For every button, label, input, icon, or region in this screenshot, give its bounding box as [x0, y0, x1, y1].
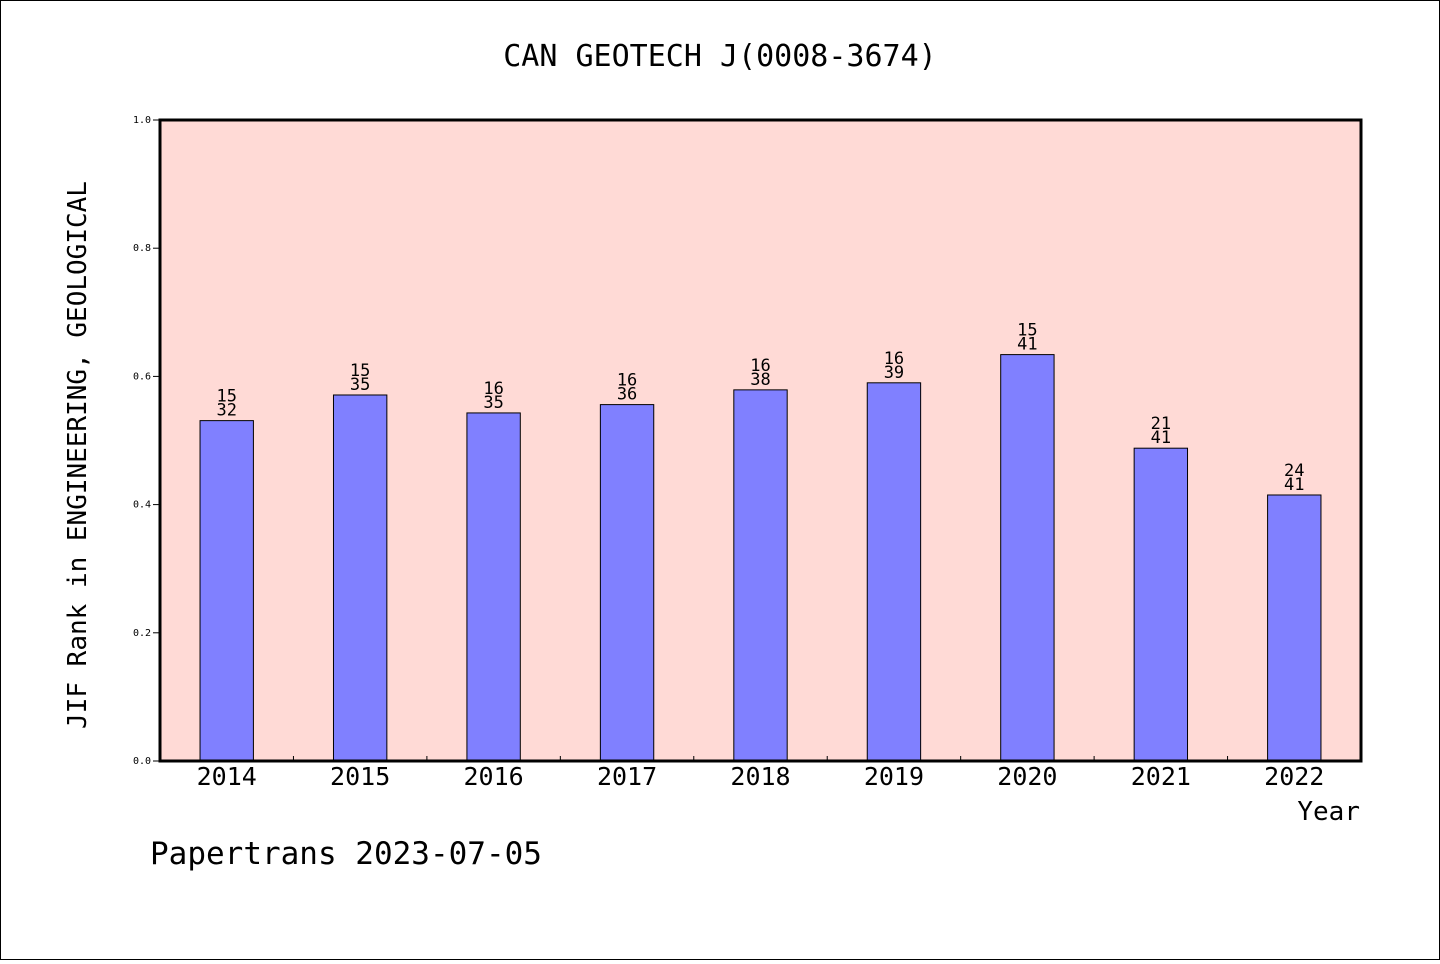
y-tick-label: 0.6 — [133, 371, 151, 382]
bar-total-label: 41 — [1284, 475, 1304, 495]
x-tick-label: 2019 — [864, 762, 924, 791]
bar-2018 — [733, 389, 788, 762]
chart-title: CAN GEOTECH J(0008-3674) — [503, 39, 936, 74]
bar-total-label: 35 — [350, 375, 370, 395]
x-tick-label: 2016 — [464, 762, 524, 791]
x-tick-label: 2017 — [597, 762, 657, 791]
bar-2016 — [466, 412, 521, 762]
bar-2020 — [1000, 354, 1055, 762]
y-tick-label: 0.2 — [133, 628, 151, 639]
x-tick-label: 2020 — [997, 762, 1057, 791]
bar-total-label: 41 — [1151, 428, 1171, 448]
bar-rank-label: 16 — [750, 356, 770, 376]
bar-rank-label: 24 — [1284, 461, 1304, 481]
plot-frame — [158, 118, 1363, 763]
x-tick-label: 2014 — [197, 762, 257, 791]
bar-total-label: 39 — [884, 363, 904, 383]
y-tick-label: 1.0 — [133, 115, 151, 126]
bar-2019 — [866, 382, 922, 762]
bar-rank-label: 15 — [216, 387, 236, 407]
x-tick-label: 2022 — [1264, 762, 1324, 791]
y-tick-label: 0.8 — [133, 243, 151, 254]
bar-total-label: 41 — [1017, 335, 1037, 355]
x-tick-label: 2015 — [330, 762, 390, 791]
bar-2017 — [599, 404, 655, 762]
bar-total-label: 38 — [750, 370, 770, 390]
bars — [199, 354, 1322, 762]
bar-2014 — [199, 420, 254, 762]
bar-total-label: 32 — [216, 401, 236, 421]
x-axis-label: Year — [1297, 797, 1360, 827]
bar-rank-label: 15 — [350, 361, 370, 381]
bar-rank-label: 15 — [1017, 321, 1037, 341]
bar-2015 — [332, 394, 388, 762]
y-tick-label: 0.0 — [133, 756, 151, 767]
bar-2021 — [1133, 447, 1189, 762]
bar-rank-label: 16 — [617, 371, 637, 391]
bar-total-label: 35 — [483, 393, 503, 413]
bar-total-label: 36 — [617, 385, 637, 405]
x-tick-label: 2021 — [1131, 762, 1191, 791]
bar-rank-label: 21 — [1151, 414, 1171, 434]
bar-2022 — [1267, 494, 1322, 762]
y-tick-label: 0.4 — [133, 500, 151, 511]
y-axis-label: JIF Rank in ENGINEERING, GEOLOGICAL — [63, 181, 93, 729]
bar-rank-label: 16 — [483, 379, 503, 399]
x-axis-ticks: 2014 2015 2016 2017 2018 2019 2020 2021 2022 — [197, 756, 1324, 791]
bar-rank-label: 16 — [884, 349, 904, 369]
footer-credit: Papertrans 2023-07-05 — [150, 836, 542, 872]
x-tick-label: 2018 — [730, 762, 790, 791]
